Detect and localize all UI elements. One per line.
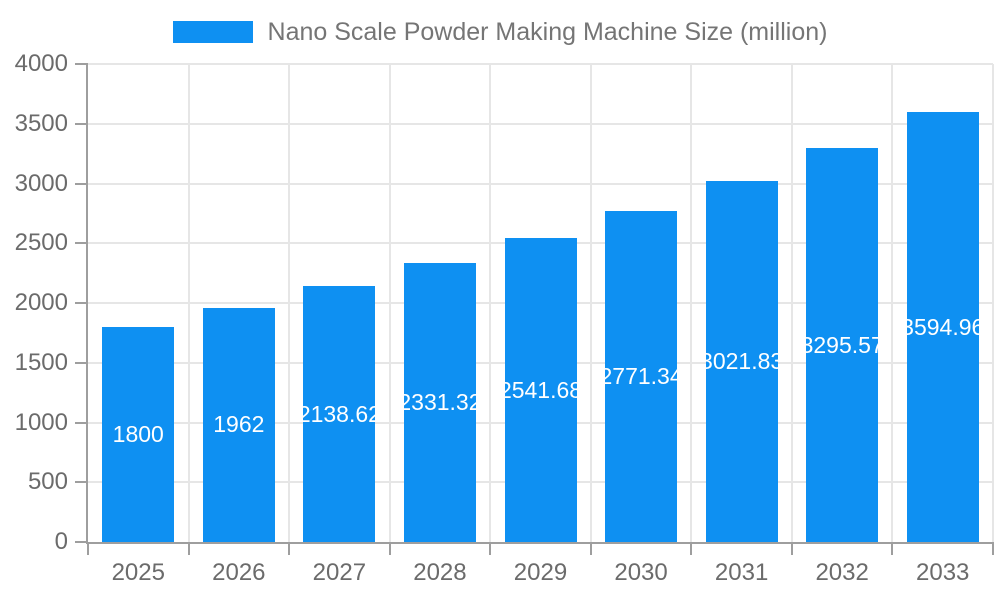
x-tick-label: 2027 <box>312 559 367 586</box>
y-tick <box>75 182 88 185</box>
y-tick-label: 0 <box>54 528 68 555</box>
bar: 3594.96 <box>906 112 979 542</box>
y-tick <box>75 421 88 424</box>
y-tick <box>75 242 88 245</box>
bar: 2331.32 <box>403 263 476 542</box>
x-tick <box>992 542 994 555</box>
x-tick <box>87 542 89 555</box>
y-axis-line <box>86 64 88 544</box>
bar-value-label: 2771.34 <box>605 362 678 389</box>
bar-value-label: 2541.68 <box>504 376 577 403</box>
x-tick <box>187 542 190 555</box>
x-tick <box>690 542 693 555</box>
x-tick <box>288 542 291 555</box>
x-tick <box>489 542 492 555</box>
bar-value-label: 3295.57 <box>806 331 879 358</box>
y-tick-label: 1000 <box>14 408 68 436</box>
x-tick-label: 2029 <box>513 559 568 586</box>
v-gridline <box>187 64 190 542</box>
x-tick-label: 2033 <box>916 559 970 586</box>
bar: 2541.68 <box>504 238 577 542</box>
v-gridline <box>388 64 391 542</box>
v-gridline <box>589 64 592 542</box>
h-gridline <box>88 182 993 185</box>
x-tick-label: 2032 <box>815 559 869 586</box>
v-gridline <box>891 64 894 542</box>
y-tick-label: 3500 <box>14 109 68 137</box>
bar-value-label: 1962 <box>213 411 265 438</box>
y-tick <box>75 361 88 364</box>
y-tick-label: 2500 <box>14 229 68 257</box>
y-tick <box>75 122 88 125</box>
h-gridline <box>88 63 993 65</box>
h-gridline <box>88 122 993 125</box>
bar-value-label: 2138.62 <box>303 400 376 427</box>
x-tick-label: 2026 <box>212 559 266 586</box>
v-gridline <box>690 64 693 542</box>
chart-legend: Nano Scale Powder Making Machine Size (m… <box>0 16 1000 48</box>
bar-value-label: 3021.83 <box>705 347 778 374</box>
x-tick <box>589 542 592 555</box>
bar: 2771.34 <box>605 210 678 542</box>
x-tick <box>790 542 793 555</box>
y-tick-label: 2000 <box>14 289 68 316</box>
legend-swatch <box>172 21 253 43</box>
bar-value-label: 3594.96 <box>906 313 979 340</box>
x-tick-label: 2028 <box>413 559 467 586</box>
y-tick <box>75 63 88 65</box>
x-tick-label: 2030 <box>614 559 668 586</box>
x-tick-label: 2031 <box>714 559 769 586</box>
y-tick <box>75 481 88 484</box>
y-tick <box>75 302 88 304</box>
x-axis-line <box>88 542 993 544</box>
bar: 1800 <box>102 326 175 542</box>
x-tick <box>388 542 391 555</box>
bar-value-label: 2331.32 <box>403 389 476 416</box>
x-tick-label: 2025 <box>111 559 165 586</box>
y-tick-label: 1500 <box>14 348 68 376</box>
y-tick-label: 3000 <box>14 169 68 197</box>
v-gridline <box>790 64 793 542</box>
y-tick-label: 4000 <box>14 50 68 77</box>
v-gridline <box>288 64 291 542</box>
bar: 3021.83 <box>705 180 778 542</box>
v-gridline <box>489 64 492 542</box>
y-tick <box>75 541 88 543</box>
bar: 3295.57 <box>806 148 879 542</box>
legend-label: Nano Scale Powder Making Machine Size (m… <box>267 17 828 46</box>
bar: 2138.62 <box>303 286 376 542</box>
y-tick-label: 500 <box>27 468 68 496</box>
x-tick <box>891 542 894 555</box>
bar-value-label: 1800 <box>112 420 164 447</box>
bar: 1962 <box>202 307 275 542</box>
v-gridline <box>992 64 994 542</box>
